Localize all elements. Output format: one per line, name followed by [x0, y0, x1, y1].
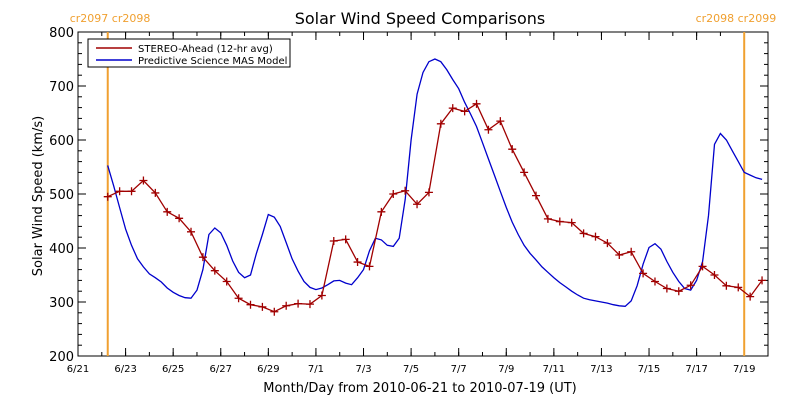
- data-point-marker: [222, 277, 231, 286]
- x-tick-label: 7/9: [498, 364, 514, 375]
- data-point-marker: [627, 247, 636, 256]
- x-tick-label: 7/1: [308, 364, 324, 375]
- data-point-marker: [758, 276, 767, 285]
- data-point-marker: [579, 229, 588, 238]
- y-axis: 200 300 400 500 600 700 800: [49, 26, 768, 365]
- data-point-marker: [424, 188, 433, 197]
- data-point-marker: [448, 104, 457, 113]
- data-point-marker: [543, 214, 552, 223]
- data-point-marker: [436, 119, 445, 128]
- rotation-marker-label: cr2098 cr2099: [696, 12, 777, 25]
- x-tick-label: 7/11: [543, 364, 565, 375]
- data-point-marker: [246, 300, 255, 309]
- x-tick-label: 7/19: [733, 364, 755, 375]
- data-point-marker: [460, 107, 469, 116]
- data-point-marker: [567, 218, 576, 227]
- data-point-marker: [258, 302, 267, 311]
- y-tick-label: 200: [49, 350, 74, 365]
- series-layer: [103, 58, 767, 316]
- data-point-marker: [639, 269, 648, 278]
- x-tick-label: 6/21: [67, 364, 89, 375]
- data-point-marker: [329, 236, 338, 245]
- series-line: [107, 102, 763, 313]
- data-point-marker: [365, 262, 374, 271]
- data-point-marker: [746, 292, 755, 301]
- x-tick-label: 7/7: [451, 364, 467, 375]
- data-point-marker: [282, 301, 291, 310]
- data-point-marker: [508, 145, 517, 154]
- rotation-marker-label: cr2097 cr2098: [70, 12, 151, 25]
- data-point-marker: [662, 284, 671, 293]
- x-axis: 6/21 6/23 6/25 6/27 6/29 7/1 7/3 7/5 7/7 7/9 7/11 7…: [67, 32, 769, 375]
- x-tick-label: 7/13: [590, 364, 612, 375]
- data-point-marker: [686, 281, 695, 290]
- data-point-marker: [198, 253, 207, 262]
- y-tick-label: 400: [49, 242, 74, 257]
- data-point-marker: [698, 262, 707, 271]
- x-tick-label: 7/17: [685, 364, 707, 375]
- plot-area-frame: [77, 31, 769, 357]
- data-point-marker: [674, 287, 683, 296]
- x-tick-label: 7/15: [638, 364, 660, 375]
- data-point-marker: [389, 190, 398, 198]
- data-point-marker: [317, 291, 326, 300]
- x-tick-label: 6/25: [162, 364, 184, 375]
- data-point-marker: [163, 207, 172, 216]
- data-point-marker: [294, 299, 303, 308]
- x-tick-label: 6/27: [210, 364, 232, 375]
- data-point-marker: [151, 188, 160, 197]
- data-point-marker: [115, 187, 124, 196]
- data-point-marker: [615, 251, 624, 260]
- y-tick-label: 700: [49, 80, 74, 95]
- data-point-marker: [401, 186, 410, 195]
- data-point-marker: [484, 125, 493, 134]
- y-tick-label: 300: [49, 296, 74, 311]
- data-point-marker: [305, 300, 314, 309]
- data-point-marker: [520, 168, 529, 177]
- data-point-marker: [734, 283, 743, 292]
- data-point-marker: [722, 281, 731, 290]
- data-point-marker: [603, 239, 612, 248]
- x-axis-label: Month/Day from 2010-06-21 to 2010-07-19 …: [263, 381, 576, 396]
- data-point-marker: [555, 217, 564, 226]
- data-point-marker: [103, 192, 112, 201]
- y-tick-label: 600: [49, 134, 74, 149]
- data-point-marker: [139, 176, 148, 185]
- chart-title: Solar Wind Speed Comparisons: [295, 9, 546, 28]
- data-point-marker: [234, 294, 243, 303]
- data-point-marker: [413, 200, 422, 209]
- data-point-marker: [270, 307, 279, 316]
- x-tick-label: 6/23: [114, 364, 136, 375]
- series-line: [107, 58, 763, 307]
- legend-label: STEREO-Ahead (12-hr avg): [138, 44, 273, 55]
- x-tick-label: 7/5: [403, 364, 419, 375]
- data-point-marker: [341, 235, 350, 244]
- x-tick-label: 7/3: [355, 364, 371, 375]
- data-point-marker: [496, 117, 505, 126]
- data-point-marker: [210, 266, 219, 275]
- x-tick-label: 6/29: [257, 364, 279, 375]
- y-tick-label: 500: [49, 188, 74, 203]
- data-point-marker: [710, 271, 719, 279]
- data-point-marker: [591, 232, 600, 241]
- data-point-marker: [127, 187, 136, 196]
- data-point-marker: [187, 227, 196, 236]
- y-axis-label: Solar Wind Speed (km/s): [31, 116, 46, 276]
- data-point-marker: [472, 99, 481, 108]
- legend: STEREO-Ahead (12-hr avg)Predictive Scien…: [87, 38, 291, 68]
- data-point-marker: [377, 207, 386, 216]
- legend-label: Predictive Science MAS Model: [138, 56, 287, 67]
- legend-box: [87, 38, 291, 68]
- data-point-marker: [650, 277, 659, 286]
- data-point-marker: [353, 258, 362, 267]
- data-point-marker: [175, 214, 184, 223]
- y-tick-label: 800: [49, 26, 74, 41]
- data-point-marker: [532, 191, 541, 200]
